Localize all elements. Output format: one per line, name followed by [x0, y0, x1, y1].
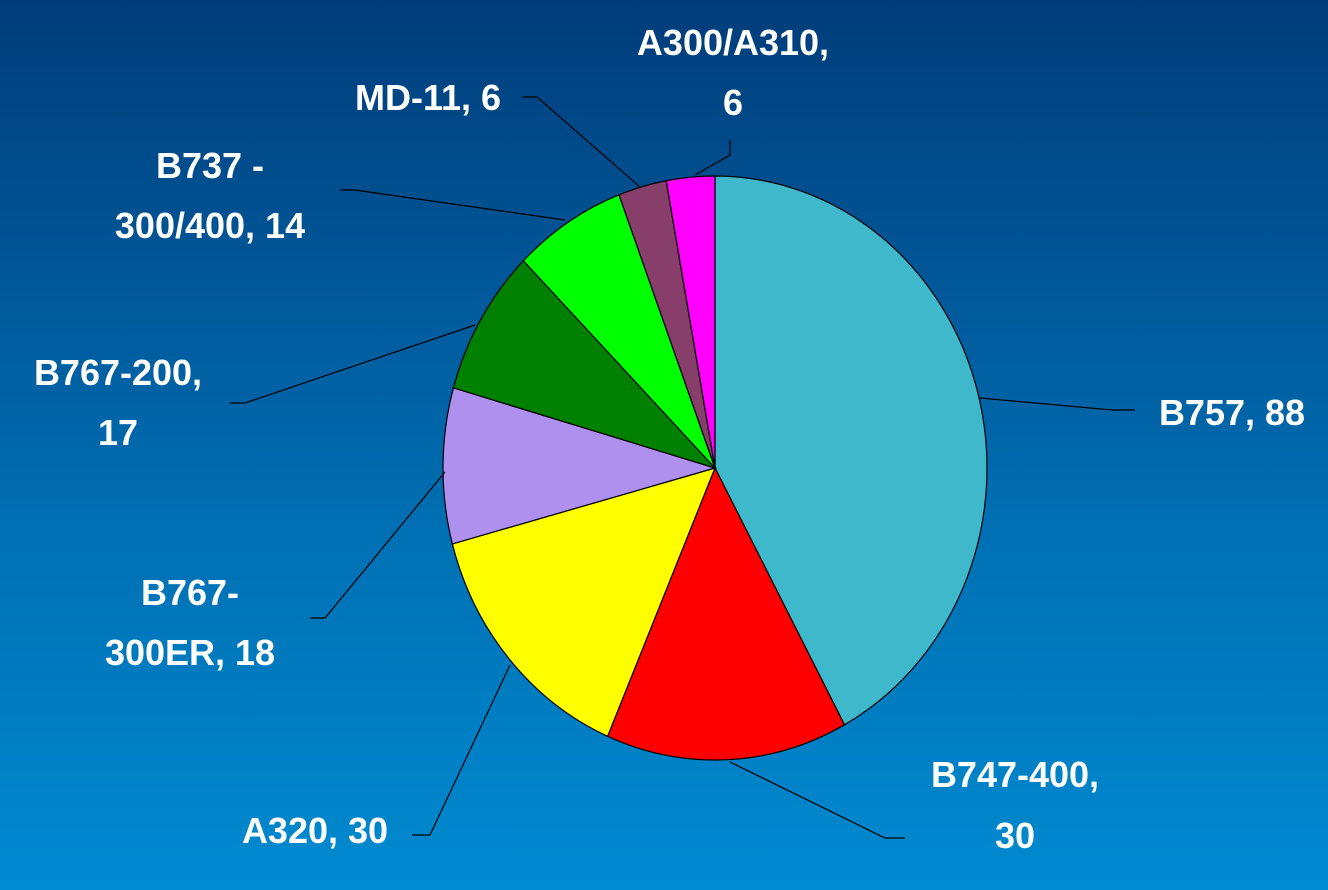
leader-line	[729, 761, 905, 839]
leader-line	[310, 471, 446, 619]
pie-slice	[714, 175, 988, 726]
data-label: B767-200, 17	[34, 352, 202, 453]
label-line: B757, 88	[1159, 392, 1305, 433]
label-line: A320, 30	[242, 810, 388, 851]
leader-line	[340, 189, 566, 221]
label-line: B767-	[141, 572, 239, 613]
label-line: B747-400,	[931, 754, 1099, 795]
label-line: 300ER, 18	[105, 632, 275, 673]
pie-slice	[452, 259, 717, 470]
label-line: 17	[98, 412, 138, 453]
data-label: B757, 88	[1159, 392, 1305, 433]
pie-slice	[606, 466, 846, 761]
label-line: MD-11, 6	[355, 77, 501, 118]
leader-line	[412, 664, 511, 836]
label-line: 6	[723, 82, 743, 123]
data-label: A300/A310, 6	[637, 22, 829, 123]
leader-line	[979, 397, 1135, 411]
label-line: 30	[995, 815, 1035, 856]
data-label: MD-11, 6	[355, 77, 501, 118]
leader-line	[230, 324, 476, 404]
pie-slice	[451, 467, 717, 738]
data-label: A320, 30	[242, 810, 388, 851]
data-label: B767- 300ER, 18	[105, 572, 275, 673]
pie-slice	[522, 194, 716, 469]
label-line: 300/400, 14	[115, 205, 305, 246]
pie-slice	[442, 387, 718, 545]
leader-line	[694, 140, 731, 176]
data-label: B737 - 300/400, 14	[115, 145, 305, 246]
label-line: B767-200,	[34, 352, 202, 393]
pie-slice	[665, 175, 716, 469]
leader-line	[522, 96, 641, 188]
data-label: B747-400, 30	[931, 754, 1099, 856]
label-line: A300/A310,	[637, 22, 829, 63]
label-line: B737 -	[156, 145, 264, 186]
